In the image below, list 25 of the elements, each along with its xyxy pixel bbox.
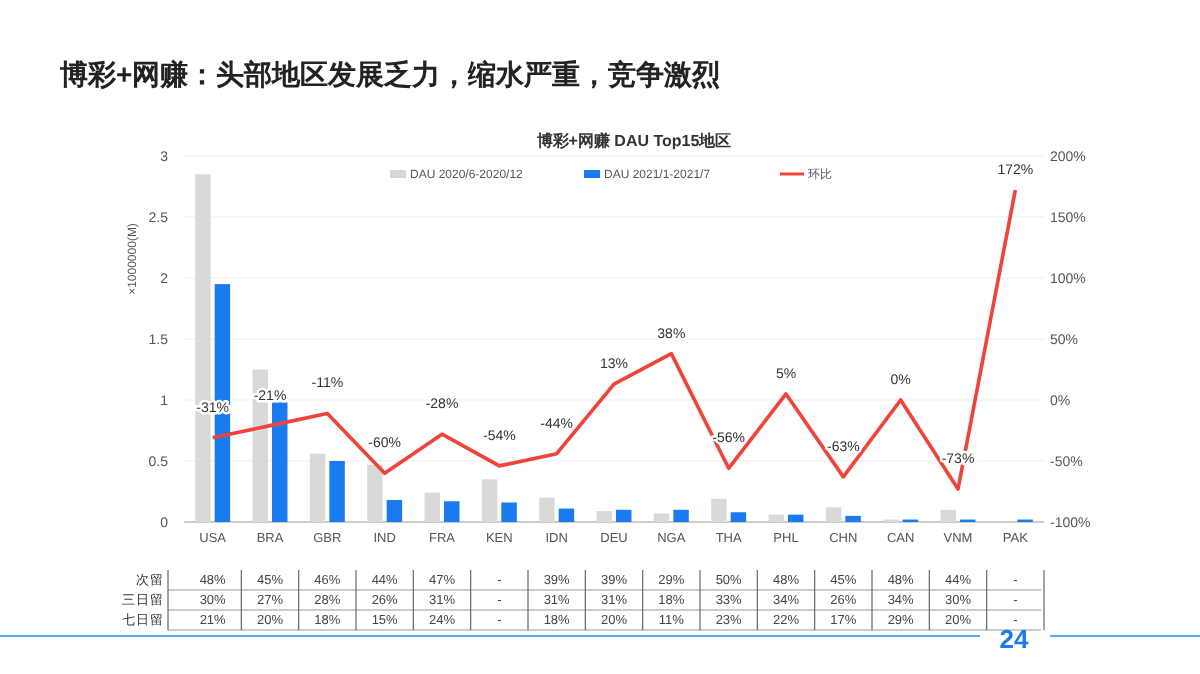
bar xyxy=(424,492,440,522)
text: 24 xyxy=(999,624,1030,654)
bar xyxy=(272,402,288,522)
bar xyxy=(711,498,727,522)
bar xyxy=(616,509,632,522)
bar xyxy=(730,512,747,522)
bar xyxy=(367,464,383,522)
bar xyxy=(558,508,575,522)
bar xyxy=(845,515,861,522)
bar xyxy=(309,453,326,522)
bar xyxy=(596,511,612,522)
bar xyxy=(825,507,842,522)
bar xyxy=(788,514,804,522)
bar xyxy=(653,513,670,522)
bar xyxy=(768,514,784,522)
chart-subtitle: 博彩+网赚 DAU Top15地区 xyxy=(534,130,732,150)
bar xyxy=(673,509,689,522)
bar xyxy=(481,479,498,522)
bar xyxy=(329,461,345,522)
chart-title: 博彩+网赚：头部地区发展乏力，缩水严重，竞争激烈 xyxy=(58,58,721,90)
bar xyxy=(539,497,555,522)
bar xyxy=(386,500,403,522)
bar xyxy=(940,509,956,522)
bar xyxy=(444,501,460,522)
bar xyxy=(501,502,517,522)
